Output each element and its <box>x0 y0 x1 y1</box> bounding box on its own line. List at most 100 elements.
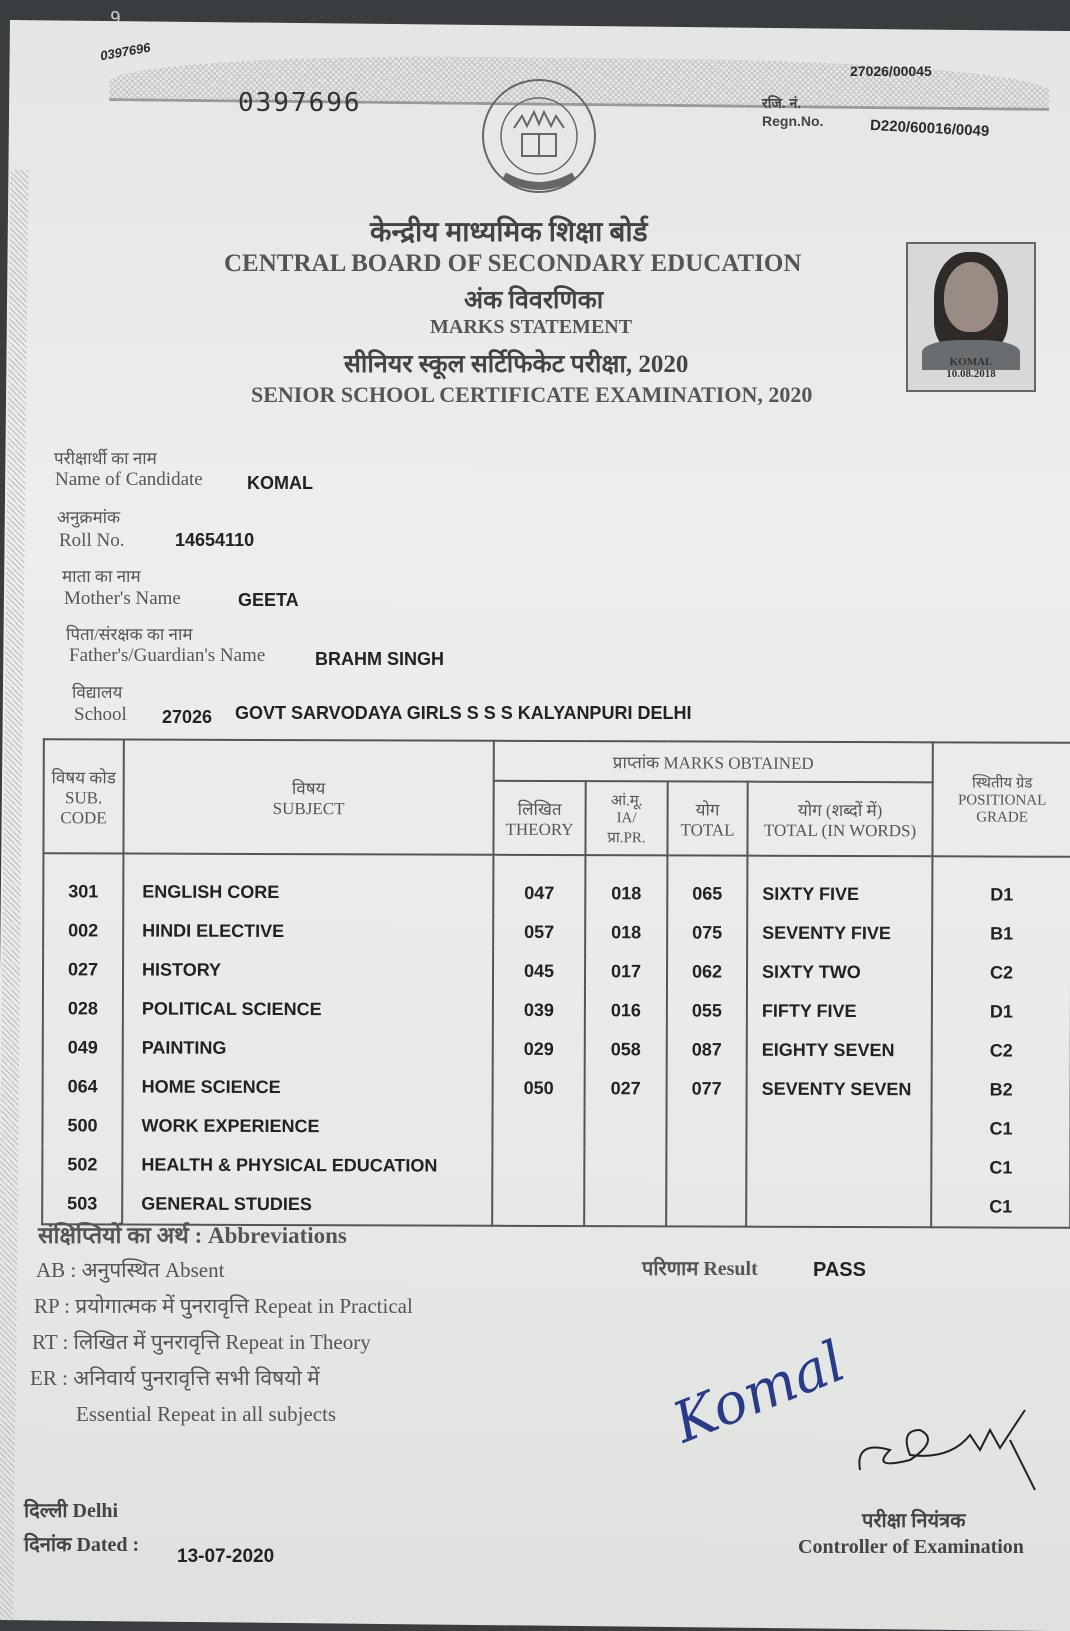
abbrev-rt: RT : लिखित में पुनरावृत्ति Repeat in The… <box>32 1330 371 1354</box>
header-code-en1: SUB. <box>64 787 103 807</box>
cell-theory: 039 <box>492 990 585 1031</box>
cell-sub-code: 027 <box>42 950 124 990</box>
father-name: BRAHM SINGH <box>315 649 444 669</box>
exam-name-hindi: सीनियर स्कूल सर्टिफिकेट परीक्षा, 2020 <box>344 351 689 378</box>
cell-total <box>666 1186 747 1227</box>
cell-ia: 018 <box>585 913 668 953</box>
cell-total: 055 <box>666 991 747 1031</box>
candidate-name: KOMAL <box>247 473 313 493</box>
school-label: School <box>74 704 127 725</box>
cell-theory <box>492 1146 585 1187</box>
abbrev-er-en: Essential Repeat in all subjects <box>76 1402 337 1426</box>
header-theory-hi: लिखित <box>517 799 562 819</box>
header-grade-en2: GRADE <box>976 809 1028 826</box>
cell-total-words: EIGHTY SEVEN <box>746 1030 932 1071</box>
cbse-logo <box>482 79 596 193</box>
cell-theory: 057 <box>493 912 586 953</box>
cell-ia: 016 <box>584 991 667 1031</box>
school-label-hi: विद्यालय <box>72 683 123 702</box>
header-total-en: TOTAL <box>680 819 735 840</box>
school-name: GOVT SARVODAYA GIRLS S S S KALYANPURI DE… <box>235 703 692 723</box>
table-row: 500 WORK EXPERIENCE C1 <box>42 1106 1070 1149</box>
table-row: 502 HEALTH & PHYSICAL EDUCATION C1 <box>42 1145 1070 1188</box>
cell-ia: 018 <box>585 874 668 914</box>
header-subject-hi: विषय <box>291 778 326 798</box>
header-code-en2: CODE <box>60 807 107 827</box>
table-row: 064 HOME SCIENCE 050 027 077 SEVENTY SEVEN B2 <box>42 1067 1070 1110</box>
abbreviations-title: संक्षिप्तियों का अर्थ : Abbreviations <box>38 1223 347 1248</box>
mother-label: Mother's Name <box>64 588 181 609</box>
controller-label-hi: परीक्षा नियंत्रक <box>862 1510 966 1532</box>
cell-total-words: FIFTY FIVE <box>746 991 932 1032</box>
header-theory: लिखित THEORY <box>493 780 586 856</box>
cell-subject: POLITICAL SCIENCE <box>122 989 493 1030</box>
cell-total: 075 <box>667 913 748 953</box>
father-label-hi: पिता/संरक्षक का नाम <box>66 625 193 644</box>
cell-theory <box>492 1107 585 1148</box>
cell-theory: 045 <box>492 951 586 992</box>
cell-subject: HEALTH & PHYSICAL EDUCATION <box>122 1145 493 1186</box>
school-ref-small: 27026/00045 <box>850 63 932 79</box>
cell-total-words: SIXTY FIVE <box>747 874 933 915</box>
cell-grade: C2 <box>931 1031 1070 1071</box>
cell-grade: C1 <box>931 1148 1070 1188</box>
abbrev-rp: RP : प्रयोगात्मक में पुनरावृत्ति Repeat … <box>34 1294 413 1318</box>
abbrev-ab: AB : अनुपस्थित Absent <box>36 1258 225 1282</box>
cell-subject: HINDI ELECTIVE <box>123 911 494 952</box>
father-label: Father's/Guardian's Name <box>69 645 266 666</box>
cell-subject: WORK EXPERIENCE <box>122 1106 493 1147</box>
result-label: परिणाम Result <box>642 1258 758 1280</box>
header-grade-en1: POSITIONAL <box>957 792 1047 809</box>
cell-total: 087 <box>666 1030 747 1070</box>
cell-sub-code: 028 <box>42 989 123 1029</box>
cell-grade: B2 <box>931 1070 1070 1110</box>
header-grade-hi: स्थितीय ग्रेड <box>971 775 1033 792</box>
controller-label-en: Controller of Examination <box>798 1536 1024 1558</box>
doc-title-english: MARKS STATEMENT <box>430 316 633 338</box>
cell-total-words: SEVENTY SEVEN <box>746 1069 932 1110</box>
header-subject-en: SUBJECT <box>272 798 345 818</box>
serial-number: 0397696 <box>238 88 362 118</box>
abbrev-er: ER : अनिवार्य पुनरावृत्ति सभी विषयो में <box>30 1366 320 1390</box>
cell-sub-code: 002 <box>43 911 124 951</box>
cell-theory <box>492 1185 585 1227</box>
doc-title-hindi: अंक विवरणिका <box>464 287 604 314</box>
cell-grade: D1 <box>932 875 1070 915</box>
cell-total-words: SEVENTY FIVE <box>747 913 933 954</box>
cell-subject: PAINTING <box>122 1028 493 1069</box>
cell-total <box>666 1108 747 1148</box>
cell-ia <box>584 1186 667 1227</box>
cell-grade: C1 <box>931 1187 1070 1228</box>
cell-subject: ENGLISH CORE <box>123 872 494 913</box>
roll-label-hi: अनुक्रमांक <box>57 508 121 527</box>
photo-shoulders <box>922 340 1020 370</box>
name-label-hi: परीक्षार्थी का नाम <box>54 449 157 468</box>
header-ia-en: IA/ <box>616 809 637 826</box>
cell-total-words <box>746 1108 932 1149</box>
header-total: योग TOTAL <box>667 781 748 856</box>
table-row: 002 HINDI ELECTIVE 057 018 075 SEVENTY FIVE B1 <box>43 911 1070 954</box>
cell-sub-code: 064 <box>42 1067 123 1107</box>
regn-label-en: Regn.No. <box>762 113 824 129</box>
regn-label-hi: रजि. नं. <box>762 95 802 111</box>
mother-label-hi: माता का नाम <box>62 567 141 586</box>
header-words-hi: योग (शब्दों में) <box>797 800 883 820</box>
cell-total: 065 <box>667 874 748 914</box>
cell-theory: 029 <box>492 1029 585 1070</box>
cell-theory: 050 <box>492 1068 585 1109</box>
school-code: 27026 <box>162 707 213 727</box>
cell-grade: C1 <box>931 1109 1070 1149</box>
cell-ia: 058 <box>584 1030 667 1070</box>
header-sub-code: विषय कोड SUB. CODE <box>43 739 124 854</box>
header-theory-en: THEORY <box>505 819 574 839</box>
cell-subject: HISTORY <box>122 950 494 991</box>
cell-sub-code: 502 <box>42 1145 123 1185</box>
header-grade: स्थितीय ग्रेड POSITIONAL GRADE <box>932 742 1070 857</box>
cell-theory: 047 <box>493 873 586 914</box>
cell-total-words <box>746 1147 932 1188</box>
cell-sub-code: 049 <box>42 1028 123 1068</box>
cell-ia <box>584 1147 667 1187</box>
cell-ia <box>584 1108 667 1148</box>
table-row: 027 HISTORY 045 017 062 SIXTY TWO C2 <box>42 950 1070 993</box>
cell-sub-code: 500 <box>42 1106 123 1146</box>
